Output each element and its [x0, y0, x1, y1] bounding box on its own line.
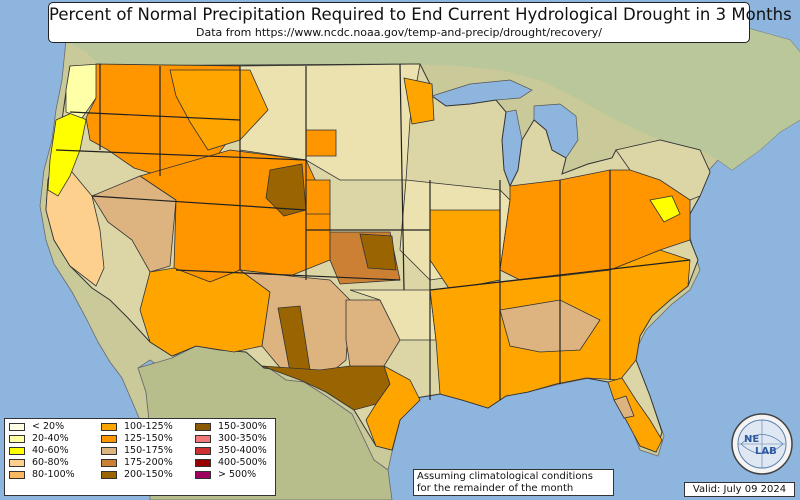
region-nebraska	[305, 179, 331, 215]
legend-column-3: 150-300% 300-350% 350-400% 400-500% > 50…	[195, 421, 267, 481]
legend-item: 150-300%	[195, 421, 267, 433]
legend-item: < 20%	[9, 421, 75, 433]
region-westcoast	[45, 171, 105, 287]
legend-item: 400-500%	[195, 457, 267, 469]
note-line-2: for the remainder of the month	[417, 483, 574, 494]
region-texas-east	[365, 365, 421, 451]
legend: < 20% 20-40% 40-60% 60-80% 80-100% 100-1…	[4, 418, 276, 496]
legend-label: 400-500%	[218, 457, 267, 468]
legend-label: 80-100%	[32, 469, 75, 480]
legend-swatch	[101, 459, 117, 467]
legend-item: 150-175%	[101, 445, 173, 457]
legend-label: 150-300%	[218, 421, 267, 432]
legend-item: 200-150%	[101, 469, 173, 481]
map-title: Percent of Normal Precipitation Required…	[49, 5, 792, 24]
legend-item: 100-125%	[101, 421, 173, 433]
region-arizona	[139, 267, 271, 357]
region-plains	[239, 63, 421, 181]
map-subtitle: Data from https://www.ncdc.noaa.gov/temp…	[196, 26, 602, 39]
legend-label: 175-200%	[124, 457, 173, 468]
region-southdakota	[305, 129, 337, 157]
land-canada	[66, 20, 800, 170]
logo-text-top: NE	[744, 434, 759, 445]
legend-label: 100-125%	[124, 421, 173, 432]
logo-text-bottom: LAB	[755, 446, 777, 457]
legend-label: < 20%	[32, 421, 65, 432]
legend-item: 60-80%	[9, 457, 75, 469]
region-kansas-dark	[359, 233, 397, 271]
legend-item: > 500%	[195, 469, 267, 481]
note-line-1: Assuming climatological conditions	[417, 471, 593, 482]
legend-swatch	[9, 471, 25, 479]
legend-swatch	[101, 471, 117, 479]
legend-swatch	[195, 459, 211, 467]
legend-swatch	[101, 423, 117, 431]
legend-label: 350-400%	[218, 445, 267, 456]
legend-label: 20-40%	[32, 433, 69, 444]
legend-column-1: < 20% 20-40% 40-60% 60-80% 80-100%	[9, 421, 75, 481]
legend-swatch	[195, 447, 211, 455]
legend-item: 40-60%	[9, 445, 75, 457]
legend-swatch	[195, 423, 211, 431]
legend-swatch	[101, 435, 117, 443]
legend-label: 300-350%	[218, 433, 267, 444]
legend-item: 20-40%	[9, 433, 75, 445]
legend-label: 150-175%	[124, 445, 173, 456]
valid-date: Valid: July 09 2024	[684, 482, 795, 497]
nexlab-logo: NE LAB	[731, 413, 793, 475]
state-borders	[55, 63, 691, 400]
legend-swatch	[9, 423, 25, 431]
legend-item: 125-150%	[101, 433, 173, 445]
legend-item: 300-350%	[195, 433, 267, 445]
region-midatlantic	[649, 195, 681, 223]
region-florida-tan	[613, 395, 635, 419]
region-northeast	[615, 139, 711, 201]
legend-swatch	[195, 435, 211, 443]
region-wyoming-brown	[265, 163, 307, 217]
legend-label: 125-150%	[124, 433, 173, 444]
legend-label: 60-80%	[32, 457, 69, 468]
title-box: Percent of Normal Precipitation Required…	[48, 2, 792, 43]
region-minnesota	[403, 77, 435, 125]
legend-label: > 500%	[218, 469, 257, 480]
legend-item: 175-200%	[101, 457, 173, 469]
legend-column-2: 100-125% 125-150% 150-175% 175-200% 200-…	[101, 421, 173, 481]
legend-item: 80-100%	[9, 469, 75, 481]
legend-swatch	[9, 447, 25, 455]
region-montana	[169, 69, 269, 151]
legend-label: 40-60%	[32, 445, 69, 456]
legend-item: 350-400%	[195, 445, 267, 457]
assumption-note: Assuming climatological conditions for t…	[413, 469, 614, 496]
legend-swatch	[9, 459, 25, 467]
legend-swatch	[195, 471, 211, 479]
legend-swatch	[9, 435, 25, 443]
region-oklahoma	[349, 289, 437, 341]
legend-label: 200-150%	[124, 469, 173, 480]
legend-swatch	[101, 447, 117, 455]
